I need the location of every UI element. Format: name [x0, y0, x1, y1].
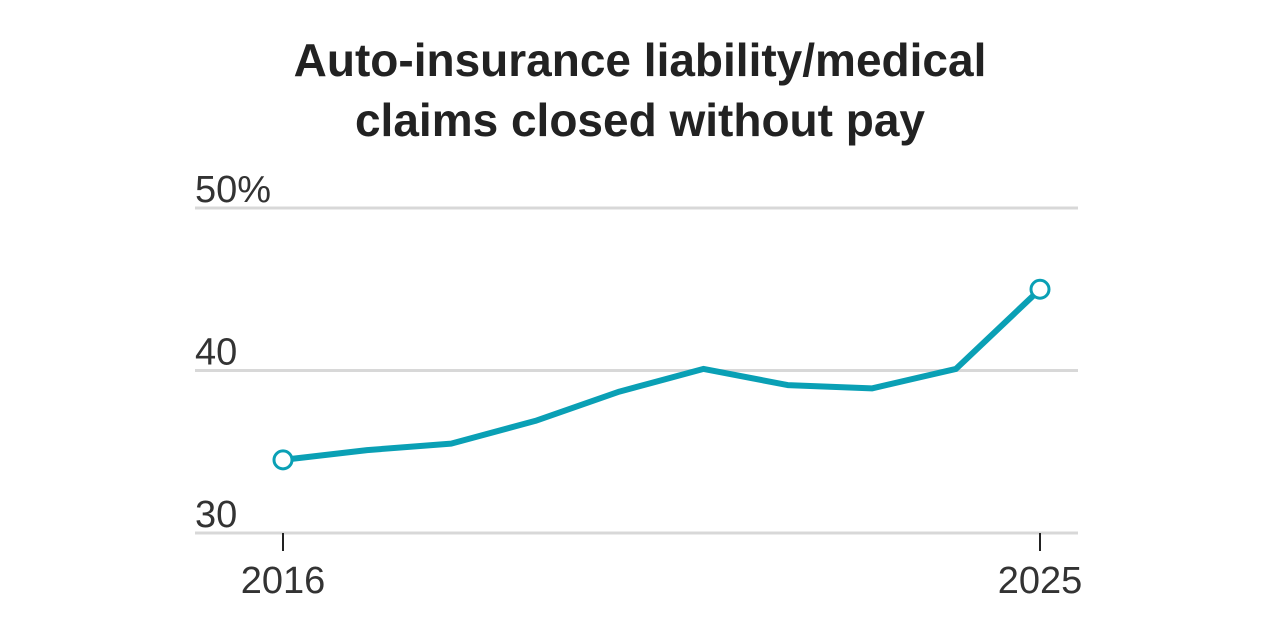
y-tick-label-30: 30: [195, 494, 237, 536]
endpoint-marker-2016: [272, 449, 294, 471]
y-tick-label-50: 50%: [195, 169, 271, 211]
x-tick-label-2025: 2025: [998, 560, 1083, 602]
y-tick-label-40: 40: [195, 332, 237, 374]
series-line-0: [280, 286, 1043, 463]
chart-title: Auto-insurance liability/medical claims …: [0, 30, 1280, 150]
endpoint-marker-2025: [1029, 278, 1051, 300]
chart-title-line-2: claims closed without pay: [354, 94, 926, 146]
chart-title-line-1: Auto-insurance liability/medical: [293, 34, 987, 86]
x-tick-label-2016: 2016: [241, 560, 326, 602]
